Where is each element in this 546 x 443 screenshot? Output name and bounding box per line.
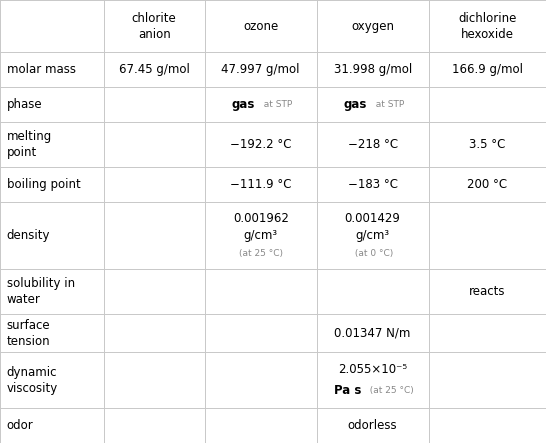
Text: density: density (7, 229, 50, 242)
Text: g/cm³: g/cm³ (355, 229, 390, 242)
Text: solubility in
water: solubility in water (7, 277, 75, 306)
Text: at STP: at STP (258, 100, 292, 109)
Text: gas: gas (232, 98, 255, 111)
Text: odorless: odorless (348, 419, 397, 432)
Text: (at 0 °C): (at 0 °C) (352, 249, 393, 257)
Text: ozone: ozone (243, 19, 278, 33)
Text: −218 °C: −218 °C (348, 138, 397, 151)
Text: 2.055×10⁻⁵: 2.055×10⁻⁵ (338, 363, 407, 377)
Text: −111.9 °C: −111.9 °C (230, 179, 292, 191)
Text: chlorite
anion: chlorite anion (132, 12, 176, 41)
Text: 0.001429: 0.001429 (345, 212, 401, 225)
Text: melting
point: melting point (7, 130, 52, 159)
Text: 0.01347 N/m: 0.01347 N/m (335, 326, 411, 340)
Text: −183 °C: −183 °C (348, 179, 397, 191)
Text: 67.45 g/mol: 67.45 g/mol (119, 63, 189, 76)
Text: phase: phase (7, 98, 42, 111)
Text: 0.001962: 0.001962 (233, 212, 289, 225)
Text: dichlorine
hexoxide: dichlorine hexoxide (458, 12, 517, 41)
Text: molar mass: molar mass (7, 63, 75, 76)
Text: dynamic
viscosity: dynamic viscosity (7, 366, 58, 395)
Text: (at 25 °C): (at 25 °C) (239, 249, 283, 257)
Text: surface
tension: surface tension (7, 319, 50, 348)
Text: (at 25 °C): (at 25 °C) (364, 386, 414, 395)
Text: 31.998 g/mol: 31.998 g/mol (334, 63, 412, 76)
Text: g/cm³: g/cm³ (244, 229, 278, 242)
Text: gas: gas (344, 98, 367, 111)
Text: Pa s: Pa s (334, 384, 361, 397)
Text: odor: odor (7, 419, 33, 432)
Text: at STP: at STP (370, 100, 404, 109)
Text: 166.9 g/mol: 166.9 g/mol (452, 63, 523, 76)
Text: −192.2 °C: −192.2 °C (230, 138, 292, 151)
Text: 3.5 °C: 3.5 °C (469, 138, 506, 151)
Text: reacts: reacts (469, 285, 506, 298)
Text: 47.997 g/mol: 47.997 g/mol (222, 63, 300, 76)
Text: 200 °C: 200 °C (467, 179, 507, 191)
Text: oxygen: oxygen (351, 19, 394, 33)
Text: boiling point: boiling point (7, 179, 80, 191)
